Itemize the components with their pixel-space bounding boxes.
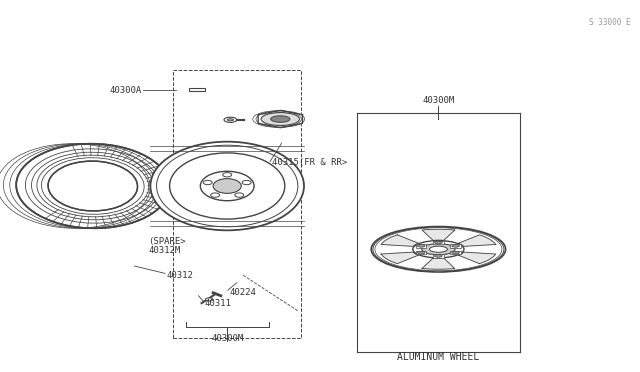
Ellipse shape	[452, 251, 460, 254]
Ellipse shape	[271, 116, 290, 122]
Ellipse shape	[150, 142, 304, 230]
Text: 40312: 40312	[166, 271, 193, 280]
Ellipse shape	[435, 255, 442, 257]
Bar	[451, 251, 461, 254]
Ellipse shape	[224, 117, 237, 122]
Polygon shape	[458, 235, 496, 246]
Text: 40224: 40224	[229, 288, 256, 296]
Text: (SPARE>: (SPARE>	[148, 237, 186, 246]
Ellipse shape	[200, 171, 254, 201]
Ellipse shape	[452, 245, 460, 247]
Ellipse shape	[16, 144, 170, 228]
Ellipse shape	[48, 161, 138, 211]
Text: 40300M: 40300M	[211, 334, 243, 343]
Polygon shape	[422, 229, 455, 240]
Text: 40311: 40311	[205, 299, 232, 308]
Bar	[434, 270, 443, 272]
Bar	[416, 251, 426, 254]
Bar	[433, 241, 444, 244]
Bar	[416, 244, 426, 248]
Text: ALUMINUM WHEEL: ALUMINUM WHEEL	[397, 352, 479, 362]
Ellipse shape	[213, 179, 241, 193]
Ellipse shape	[242, 180, 251, 185]
Ellipse shape	[204, 180, 212, 185]
Ellipse shape	[417, 245, 425, 247]
Text: 40300A: 40300A	[110, 86, 142, 94]
Ellipse shape	[227, 119, 234, 121]
Bar	[451, 244, 461, 248]
Ellipse shape	[205, 298, 213, 301]
Ellipse shape	[223, 173, 232, 177]
Text: 40315(FR & RR>: 40315(FR & RR>	[272, 158, 348, 167]
Ellipse shape	[429, 246, 447, 252]
Text: 40300M: 40300M	[422, 96, 454, 105]
Bar	[189, 88, 205, 90]
Bar	[433, 254, 444, 258]
Text: S 33000 E: S 33000 E	[589, 18, 630, 27]
Ellipse shape	[422, 244, 455, 255]
Text: 40312M: 40312M	[148, 246, 180, 255]
Ellipse shape	[170, 153, 285, 219]
Polygon shape	[258, 110, 303, 128]
Polygon shape	[381, 252, 419, 264]
Ellipse shape	[235, 193, 244, 197]
Polygon shape	[381, 235, 419, 246]
Polygon shape	[458, 252, 496, 264]
Polygon shape	[422, 258, 455, 269]
Ellipse shape	[261, 113, 300, 125]
Ellipse shape	[211, 193, 220, 197]
Ellipse shape	[413, 241, 464, 258]
Ellipse shape	[417, 251, 425, 254]
Ellipse shape	[435, 241, 442, 244]
Ellipse shape	[371, 227, 506, 272]
Bar	[173, 70, 301, 338]
